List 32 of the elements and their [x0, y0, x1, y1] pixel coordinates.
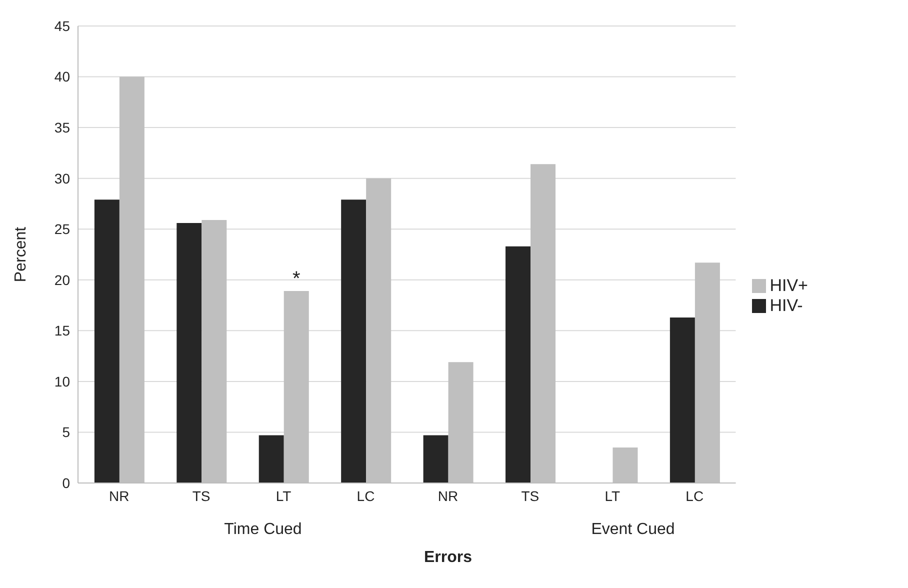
x-tick-label: LT: [604, 488, 620, 504]
y-tick-label: 20: [54, 272, 70, 288]
text: Event Cued: [590, 521, 676, 539]
y-tick-label: 5: [62, 424, 70, 440]
bar: [258, 435, 284, 483]
x-tick-label: LT: [276, 488, 292, 504]
y-tick-label: 25: [54, 221, 70, 238]
y-axis-title: Percent: [12, 226, 30, 282]
x-tick-label: NR: [438, 488, 458, 504]
x-tick-label: TS: [521, 488, 540, 504]
y-tick-label: 35: [54, 120, 70, 136]
y-tick-label: 0: [62, 474, 70, 491]
bar: [341, 200, 366, 483]
x-tick-label: NR: [108, 488, 130, 504]
legend-label: HIV+: [770, 276, 808, 294]
y-tick-label: 30: [54, 170, 70, 186]
x-axis-title: Errors: [422, 549, 474, 567]
bar: [176, 223, 202, 483]
text: Time Cued: [223, 521, 303, 539]
y-tick-label: 15: [54, 322, 70, 339]
y-tick-label: 40: [54, 68, 70, 85]
bar: [423, 435, 448, 483]
legend-label: HIV-: [770, 296, 803, 314]
bar: [506, 246, 531, 483]
x-tick-label: LC: [686, 488, 704, 504]
y-tick-label: 10: [54, 373, 70, 390]
y-tick-label: 45: [54, 18, 70, 34]
data-label: *: [292, 268, 300, 290]
bar: [670, 317, 695, 483]
x-tick-label: LC: [356, 488, 375, 504]
bar: [94, 200, 120, 483]
x-tick-label: TS: [192, 488, 210, 504]
